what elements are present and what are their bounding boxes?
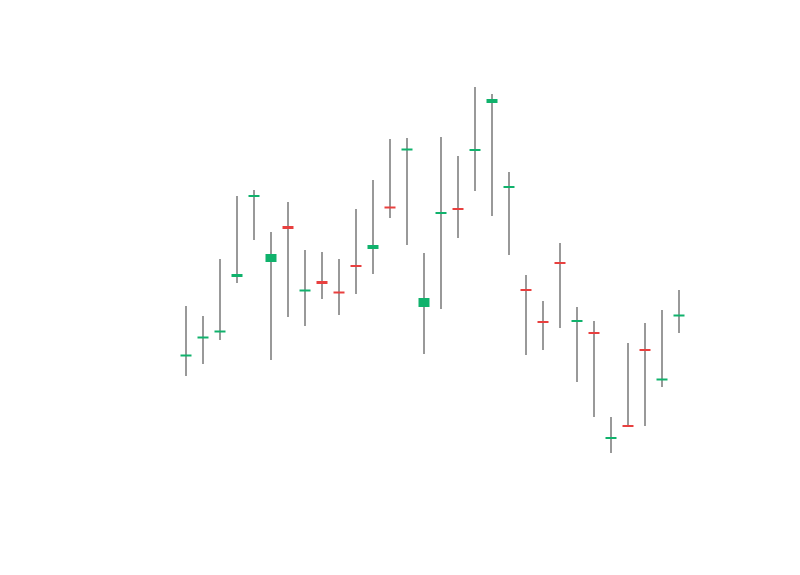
candle-body-up (197, 336, 209, 339)
candle-body-up (367, 245, 379, 249)
candle-body-up (435, 212, 447, 214)
candle-body-up (656, 378, 668, 381)
candle-body-up (231, 274, 243, 277)
candle-body-up (265, 254, 277, 262)
candle-body-up (503, 186, 515, 188)
candle-body-down (537, 321, 549, 323)
candle-body-up (469, 149, 481, 151)
candles-group (180, 87, 685, 453)
candle-body-up (418, 298, 430, 307)
candle-body-down (639, 349, 651, 351)
candle-body-up (214, 330, 226, 333)
candle-body-up (248, 195, 260, 197)
candle-body-down (622, 425, 634, 427)
candle-body-down (384, 206, 396, 209)
candle-body-down (520, 289, 532, 291)
candle-body-up (299, 289, 311, 292)
candle-body-down (350, 265, 362, 267)
candle-body-down (333, 291, 345, 294)
candle-body-up (605, 437, 617, 439)
candle-body-down (282, 226, 294, 229)
candle-body-up (673, 314, 685, 317)
candle-body-down (588, 332, 600, 334)
candle-body-down (452, 208, 464, 210)
candle-body-up (486, 99, 498, 103)
candle-body-up (401, 148, 413, 151)
candle-body-up (571, 320, 583, 322)
candle-body-down (316, 281, 328, 284)
candle-body-down (554, 262, 566, 264)
candle-body-up (180, 354, 192, 357)
